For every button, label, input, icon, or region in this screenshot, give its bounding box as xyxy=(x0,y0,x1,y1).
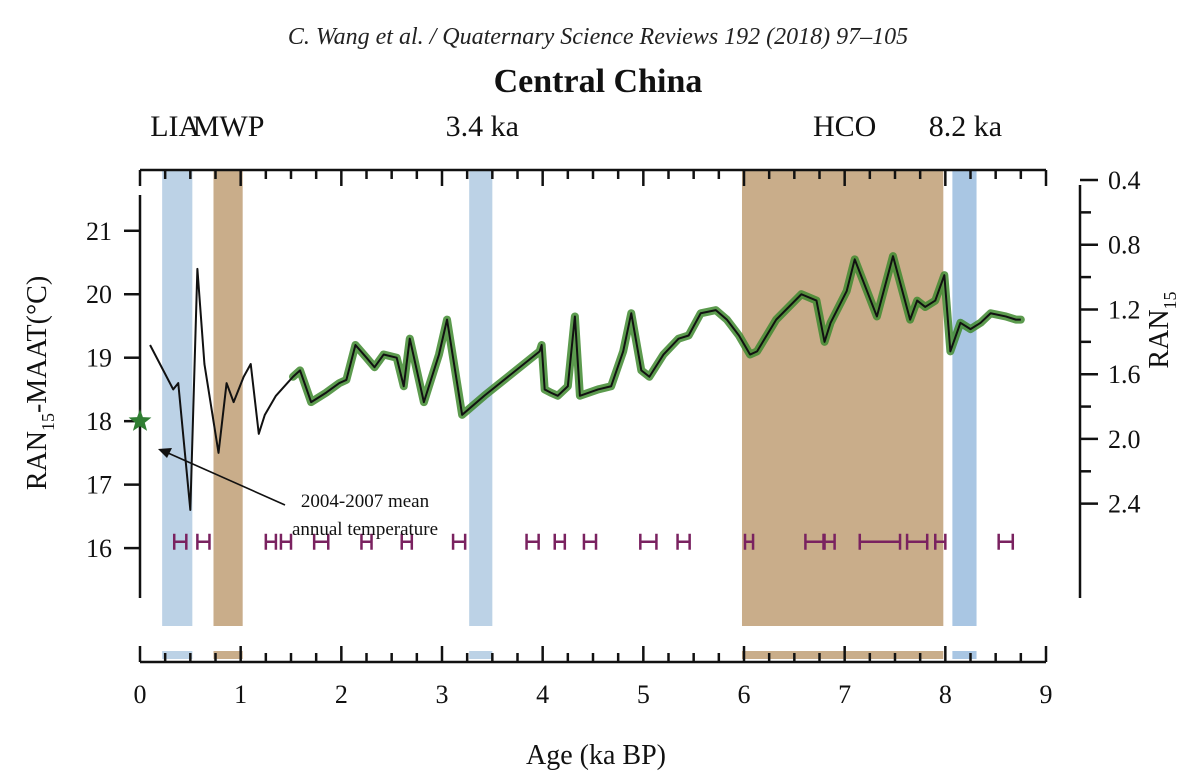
annotation-arrow-line xyxy=(167,452,286,506)
age-marker-3 xyxy=(279,533,293,550)
age-marker-10 xyxy=(582,533,598,550)
age-marker-7 xyxy=(451,533,467,550)
x-ticks: 0 1 2 3 4 5 6 7 8 9 xyxy=(134,170,1053,709)
y2-tick-label: 1.2 xyxy=(1108,295,1141,324)
citation: C. Wang et al. / Quaternary Science Revi… xyxy=(288,24,908,50)
y-tick-label: 16 xyxy=(86,534,112,563)
modern-mean-group xyxy=(128,409,286,506)
x-tick-label: 5 xyxy=(637,680,650,709)
age-marker-18 xyxy=(934,533,947,550)
period-label-3: HCO xyxy=(813,110,876,143)
y2-tick-label: 2.0 xyxy=(1108,425,1141,454)
band-stub-4 xyxy=(952,651,977,659)
age-marker-0 xyxy=(172,533,188,550)
age-marker-17 xyxy=(905,533,929,550)
period-label-4: 8.2 ka xyxy=(929,110,1002,143)
age-marker-6 xyxy=(400,533,414,550)
age-marker-11 xyxy=(639,533,658,550)
x-tick-label: 3 xyxy=(436,680,449,709)
age-marker-12 xyxy=(676,533,691,550)
y2-axis-title: RAN15 xyxy=(1144,291,1180,368)
y2-axis-title-sub: 15 xyxy=(1160,291,1180,309)
y-axis-title-sub: 15 xyxy=(38,413,58,431)
y-tick-label: 19 xyxy=(86,344,112,373)
period-label-0: LIA xyxy=(150,110,200,143)
x-tick-label: 6 xyxy=(738,680,751,709)
age-marker-16 xyxy=(858,533,902,550)
climate-bands xyxy=(162,170,977,659)
x-tick-label: 8 xyxy=(939,680,952,709)
band-stub-3 xyxy=(741,651,944,659)
y2-tick-label: 2.4 xyxy=(1108,490,1141,519)
annotation-arrow-head xyxy=(158,448,172,458)
y2-ticks: 0.4 0.8 1.2 1.6 2.0 2.4 xyxy=(1080,166,1141,519)
band-warm-1 xyxy=(213,170,243,626)
y-ticks: 16 17 18 19 20 21 xyxy=(86,217,140,563)
annotation-line2: annual temperature xyxy=(292,519,438,540)
series-layer xyxy=(149,252,1025,512)
age-marker-4 xyxy=(312,533,330,550)
x-tick-label: 2 xyxy=(335,680,348,709)
age-marker-5 xyxy=(360,533,373,550)
band-cold_strong-4 xyxy=(952,170,977,626)
y-axis-title-rest: -MAAT(°C) xyxy=(22,276,53,413)
y-tick-label: 18 xyxy=(86,407,112,436)
y-axis-title-main: RAN xyxy=(22,431,53,490)
age-control-points xyxy=(172,533,1015,550)
x-tick-label: 0 xyxy=(134,680,147,709)
x-tick-label: 1 xyxy=(234,680,247,709)
age-marker-8 xyxy=(525,533,540,550)
x-tick-label: 9 xyxy=(1040,680,1053,709)
age-marker-15 xyxy=(823,533,836,550)
age-marker-13 xyxy=(743,533,755,550)
period-label-2: 3.4 ka xyxy=(446,110,519,143)
band-stub-1 xyxy=(213,651,243,659)
age-marker-9 xyxy=(553,533,567,550)
age-marker-19 xyxy=(997,533,1015,550)
modern-mean-star xyxy=(128,409,152,431)
y2-tick-label: 0.8 xyxy=(1108,231,1141,260)
period-label-1: MWP xyxy=(193,110,265,143)
annotation-line1: 2004-2007 mean xyxy=(301,491,430,512)
y-tick-label: 20 xyxy=(86,280,112,309)
y2-tick-label: 0.4 xyxy=(1108,166,1141,195)
age-marker-2 xyxy=(264,533,278,550)
x-tick-label: 4 xyxy=(536,680,549,709)
x-tick-label: 7 xyxy=(838,680,851,709)
chart-title: Central China xyxy=(494,63,703,100)
band-stub-2 xyxy=(469,651,493,659)
band-cold-0 xyxy=(162,170,193,626)
band-warm-3 xyxy=(741,170,944,626)
y2-axis-title-main: RAN xyxy=(1144,309,1175,368)
temperature-line xyxy=(149,255,1021,512)
y2-tick-label: 1.6 xyxy=(1108,360,1141,389)
y-tick-label: 21 xyxy=(86,217,112,246)
x-axis-title: Age (ka BP) xyxy=(526,740,666,771)
y-axis-title: RAN15-MAAT(°C) xyxy=(22,276,58,490)
band-stub-0 xyxy=(162,651,193,659)
y-tick-label: 17 xyxy=(86,471,112,500)
age-marker-1 xyxy=(196,533,211,550)
